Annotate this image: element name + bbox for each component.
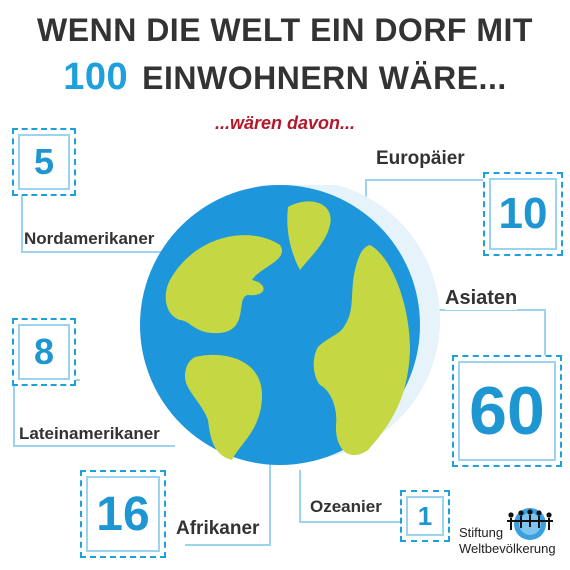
label-asiaten: Asiaten	[445, 287, 518, 310]
value-afrikaner: 16	[86, 476, 160, 552]
label-europaeer: Europäier	[376, 148, 465, 170]
value-europaeer: 10	[489, 178, 557, 250]
logo-line1: Stiftung	[459, 525, 504, 540]
stamp-ozeanier: 1	[400, 490, 450, 542]
logo-line2: Weltbevölkerung	[459, 541, 556, 556]
headline-rest: EINWOHNERN WÄRE...	[142, 60, 507, 96]
value-asiaten: 60	[458, 361, 556, 461]
globe-illustration	[140, 185, 440, 465]
value-lateinamerikaner: 8	[18, 324, 70, 380]
stamp-europaeer: 10	[483, 172, 563, 256]
headline-line2: 100 EINWOHNERN WÄRE...	[0, 56, 570, 99]
stiftung-logo: Stiftung Weltbevölkerung	[459, 525, 556, 557]
label-lateinamerikaner: Lateinamerikaner	[19, 424, 160, 444]
subtitle: ...wären davon...	[214, 113, 356, 133]
label-ozeanier: Ozeanier	[310, 497, 382, 517]
stamp-asiaten: 60	[452, 355, 562, 467]
stamp-afrikaner: 16	[80, 470, 166, 558]
stiftung-logo-icon	[507, 508, 553, 540]
headline-number: 100	[63, 56, 129, 98]
value-nordamerikaner: 5	[18, 134, 70, 190]
label-nordamerikaner: Nordamerikaner	[24, 229, 155, 249]
value-ozeanier: 1	[406, 496, 444, 536]
headline-line1: WENN DIE WELT EIN DORF MIT	[37, 12, 533, 48]
stamp-lateinamerikaner: 8	[12, 318, 76, 386]
label-afrikaner: Afrikaner	[176, 518, 260, 540]
stamp-nordamerikaner: 5	[12, 128, 76, 196]
